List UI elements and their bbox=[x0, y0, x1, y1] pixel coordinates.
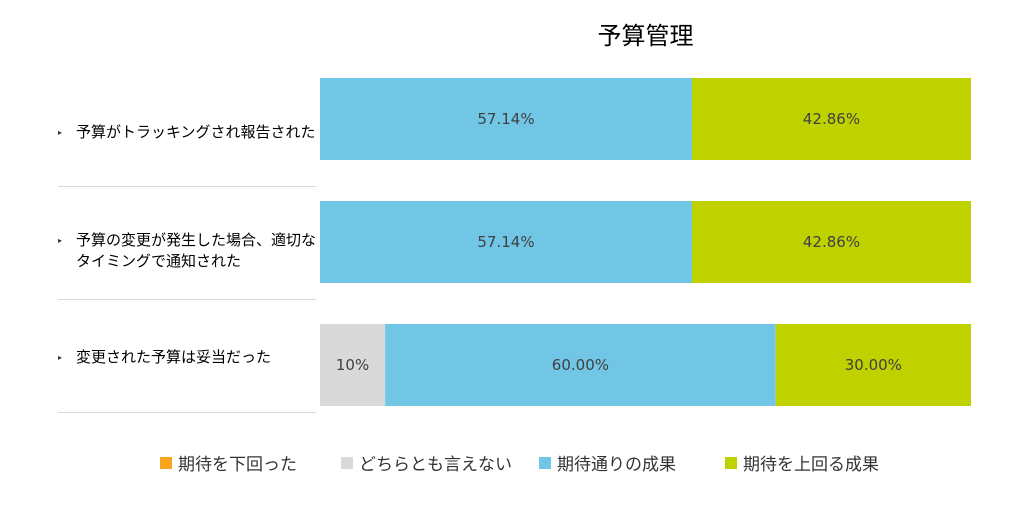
bar-segment bbox=[320, 324, 386, 406]
data-label: 57.14% bbox=[477, 110, 534, 128]
legend-item-2: どちらとも言えない bbox=[341, 450, 512, 475]
legend-item-3: 期待通りの成果 bbox=[539, 450, 676, 475]
data-label: 57.14% bbox=[477, 233, 534, 251]
legend-swatch bbox=[725, 456, 737, 469]
bullet-icon: ▸ bbox=[58, 128, 63, 137]
data-label: 10% bbox=[336, 356, 369, 374]
bar-segment bbox=[385, 324, 776, 406]
category-label-1: ▸ 予算がトラッキングされ報告された bbox=[58, 123, 316, 141]
legend-swatch bbox=[160, 456, 172, 469]
bar-segment bbox=[775, 324, 971, 406]
data-label: 60.00% bbox=[552, 356, 609, 374]
chart-title: 予算管理 bbox=[597, 22, 694, 50]
bullet-icon: ▸ bbox=[58, 236, 63, 245]
row-separator bbox=[58, 186, 316, 187]
row-separator bbox=[58, 299, 316, 300]
legend-swatch bbox=[539, 456, 551, 469]
bullet-icon: ▸ bbox=[58, 353, 63, 362]
bar-segment bbox=[320, 78, 692, 160]
legend-item-4: 期待を上回る成果 bbox=[725, 450, 879, 475]
data-label: 42.86% bbox=[803, 110, 860, 128]
bar-segment bbox=[691, 78, 971, 160]
bar-segment bbox=[691, 201, 971, 283]
bar-segment bbox=[320, 201, 692, 283]
legend: 期待を下回った どちらとも言えない 期待通りの成果 期待を上回る成果 bbox=[0, 450, 1032, 475]
legend-item-1: 期待を下回った bbox=[160, 450, 297, 475]
data-label: 42.86% bbox=[803, 233, 860, 251]
legend-swatch bbox=[341, 456, 353, 469]
data-label: 30.00% bbox=[845, 356, 902, 374]
category-label-3: ▸ 変更された予算は妥当だった bbox=[58, 348, 272, 366]
category-label-2: ▸ 予算の変更が発生した場合、適切なタイミングで通知された bbox=[58, 231, 317, 270]
row-separator bbox=[58, 412, 316, 413]
